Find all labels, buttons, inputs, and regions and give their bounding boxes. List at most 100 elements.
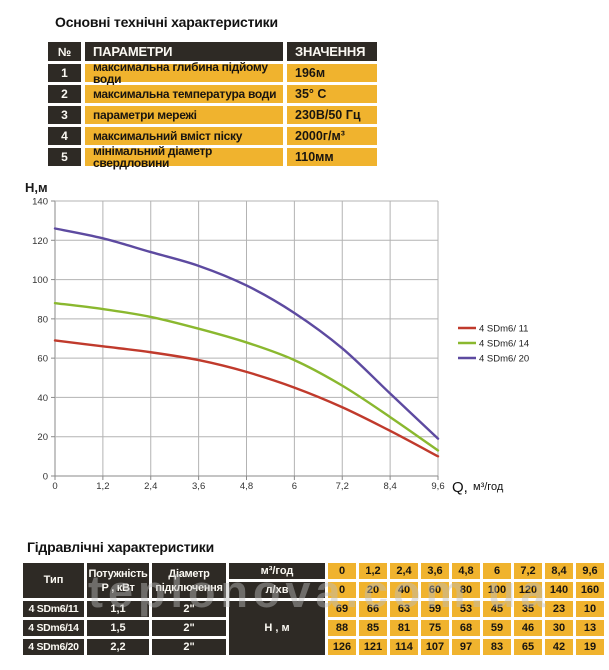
hyd-unit-value: 160 <box>576 582 604 598</box>
hyd-row-value: 23 <box>545 601 573 617</box>
hyd-row-value: 10 <box>576 601 604 617</box>
hyd-unit-value: 7,2 <box>514 563 542 579</box>
curve-series-2 <box>53 227 440 440</box>
hyd-unit-value: 3,6 <box>421 563 449 579</box>
x-tick-label: 9,6 <box>431 481 444 492</box>
x-tick-label: 3,6 <box>192 481 205 492</box>
hyd-row-type: 4 SDm6/20 <box>23 639 84 655</box>
y-tick-label: 120 <box>32 236 48 247</box>
y-tick-label: 20 <box>37 432 48 443</box>
hyd-unit-label-lmin: л/хв <box>229 582 325 598</box>
x-tick-label: 0 <box>52 481 57 492</box>
hyd-unit-label-m3h: м³/год <box>229 563 325 579</box>
y-tick-label: 140 <box>32 197 48 208</box>
spec-row-value: 230В/50 Гц <box>287 106 377 124</box>
hyd-row-value: 35 <box>514 601 542 617</box>
hyd-unit-value: 9,6 <box>576 563 604 579</box>
hyd-unit-value: 8,4 <box>545 563 573 579</box>
x-tick-label: 4,8 <box>240 481 253 492</box>
hyd-row-value: 42 <box>545 639 573 655</box>
y-tick-label: 40 <box>37 393 48 404</box>
hyd-row-value: 81 <box>390 620 418 636</box>
hyd-row-diameter: 2" <box>152 601 226 617</box>
hyd-unit-value: 40 <box>390 582 418 598</box>
hyd-row-value: 66 <box>359 601 387 617</box>
hyd-row-value: 30 <box>545 620 573 636</box>
specs-col-header-value: ЗНАЧЕННЯ <box>287 42 377 61</box>
hyd-row-value: 88 <box>328 620 356 636</box>
hyd-row-value: 68 <box>452 620 480 636</box>
legend-label: 4 SDm6/ 14 <box>479 339 529 350</box>
hyd-row-type: 4 SDm6/14 <box>23 620 84 636</box>
hyd-unit-value: 6 <box>483 563 511 579</box>
spec-row-param: максимальний вміст піску <box>85 127 283 145</box>
hydraulic-table: Тип Потужність Р , кВт Діаметр підключен… <box>23 563 604 655</box>
x-axis-title-unit: м³/год <box>473 481 504 493</box>
spec-row-number: 2 <box>48 85 81 103</box>
main-specs-title: Основні технічні характеристики <box>55 14 278 30</box>
hyd-row-value: 45 <box>483 601 511 617</box>
pump-performance-chart: 0 1,2 2,4 3,6 4,8 6 7,2 8,4 9,6 0 20 40 60 80 100 120 14… <box>32 197 529 497</box>
hyd-unit-value: 80 <box>452 582 480 598</box>
hyd-col-header-power-line1: Потужність <box>88 567 148 580</box>
curve-series-1 <box>53 301 440 452</box>
x-tick-label: 8,4 <box>384 481 397 492</box>
main-specs-table: № ПАРАМЕТРИ ЗНАЧЕННЯ 1 максимальна глибин… <box>48 42 377 169</box>
y-tick-label: 100 <box>32 275 48 286</box>
hyd-unit-value: 140 <box>545 582 573 598</box>
x-tick-label: 7,2 <box>336 481 349 492</box>
hyd-col-header-power-line2: Р , кВт <box>101 581 135 594</box>
hyd-row-value: 69 <box>328 601 356 617</box>
hyd-row-value: 107 <box>421 639 449 655</box>
hyd-row-power: 1,5 <box>87 620 149 636</box>
hyd-unit-value: 120 <box>514 582 542 598</box>
spec-row-value: 35° С <box>287 85 377 103</box>
curve-series-0 <box>53 339 440 458</box>
hyd-head-label: Н , м <box>229 601 325 655</box>
hyd-row-value: 126 <box>328 639 356 655</box>
hyd-row-value: 83 <box>483 639 511 655</box>
hyd-unit-value: 0 <box>328 563 356 579</box>
hyd-unit-value: 4,8 <box>452 563 480 579</box>
hyd-row-value: 13 <box>576 620 604 636</box>
hyd-row-value: 114 <box>390 639 418 655</box>
hyd-unit-value: 60 <box>421 582 449 598</box>
hyd-row-value: 65 <box>514 639 542 655</box>
hyd-row-value: 59 <box>421 601 449 617</box>
x-tick-label: 2,4 <box>144 481 157 492</box>
spec-row-value: 196м <box>287 64 377 82</box>
y-tick-label: 0 <box>43 472 48 483</box>
specs-col-header-num: № <box>48 42 81 61</box>
hyd-row-value: 121 <box>359 639 387 655</box>
hyd-unit-value: 1,2 <box>359 563 387 579</box>
hyd-unit-value: 20 <box>359 582 387 598</box>
spec-row-number: 4 <box>48 127 81 145</box>
hyd-row-value: 53 <box>452 601 480 617</box>
spec-row-number: 5 <box>48 148 81 166</box>
hyd-col-header-power: Потужність Р , кВт <box>87 563 149 598</box>
hyd-unit-value: 0 <box>328 582 356 598</box>
hyd-col-header-diameter-line2: підключення <box>155 581 223 594</box>
hyd-row-value: 63 <box>390 601 418 617</box>
hyd-col-header-type: Тип <box>23 563 84 598</box>
hyd-col-header-diameter: Діаметр підключення <box>152 563 226 598</box>
hyd-unit-value: 2,4 <box>390 563 418 579</box>
x-tick-label: 1,2 <box>96 481 109 492</box>
hyd-row-power: 2,2 <box>87 639 149 655</box>
hyd-row-type: 4 SDm6/11 <box>23 601 84 617</box>
hyd-row-power: 1,1 <box>87 601 149 617</box>
hyd-row-diameter: 2" <box>152 639 226 655</box>
specs-col-header-param: ПАРАМЕТРИ <box>85 42 283 61</box>
hyd-row-value: 19 <box>576 639 604 655</box>
legend-label: 4 SDm6/ 20 <box>479 354 529 365</box>
spec-row-param: максимальна глибина підйому води <box>85 61 283 85</box>
x-axis-title-q: Q, <box>452 479 468 496</box>
spec-row-param: параметри мережі <box>85 106 283 124</box>
hyd-row-value: 97 <box>452 639 480 655</box>
hyd-unit-value: 100 <box>483 582 511 598</box>
spec-row-param: мінімальний діаметр свердловини <box>85 145 283 169</box>
hyd-row-value: 59 <box>483 620 511 636</box>
legend-label: 4 SDm6/ 11 <box>479 324 528 335</box>
hyd-row-value: 85 <box>359 620 387 636</box>
